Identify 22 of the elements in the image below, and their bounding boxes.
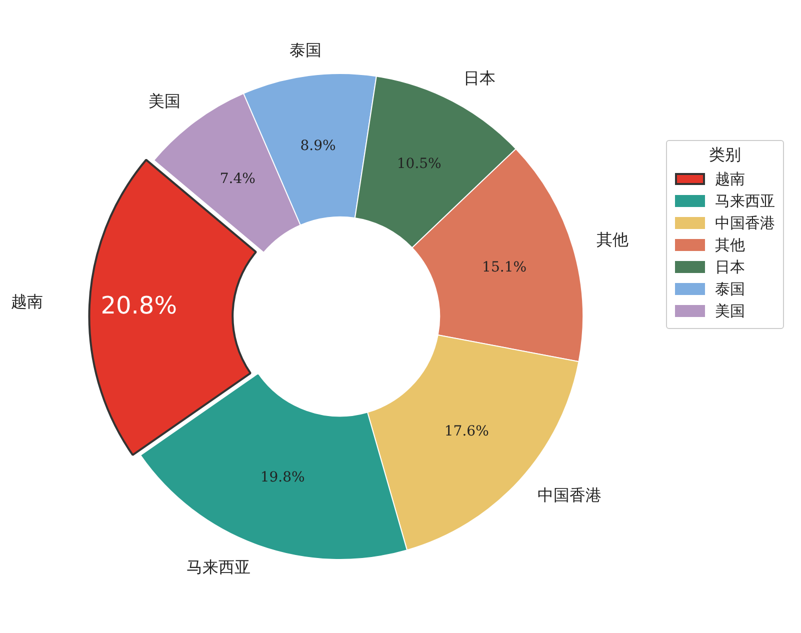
slice-label: 其他	[596, 230, 628, 249]
legend-label: 中国香港	[715, 214, 775, 232]
data-label: 19.8%	[260, 470, 305, 486]
data-label: 10.5%	[396, 156, 442, 172]
slice-label: 越南	[11, 292, 44, 312]
data-label: 7.4%	[220, 170, 256, 187]
data-label: 17.6%	[444, 424, 489, 440]
slice-label: 马来西亚	[186, 557, 250, 576]
data-label: 8.9%	[300, 138, 336, 154]
legend-label: 其他	[715, 236, 745, 254]
slice-label: 中国香港	[538, 486, 602, 505]
data-label: 20.8%	[100, 292, 178, 320]
legend-label: 美国	[715, 302, 745, 320]
legend-label: 马来西亚	[715, 192, 775, 210]
slice-label: 日本	[463, 68, 496, 88]
legend-title: 类别	[708, 145, 742, 166]
data-label: 15.1%	[482, 260, 527, 276]
slice-label: 泰国	[290, 40, 322, 60]
slice-label: 美国	[148, 91, 180, 110]
legend-label: 日本	[715, 258, 745, 276]
legend-label: 泰国	[715, 280, 745, 298]
legend-label: 越南	[715, 170, 745, 188]
